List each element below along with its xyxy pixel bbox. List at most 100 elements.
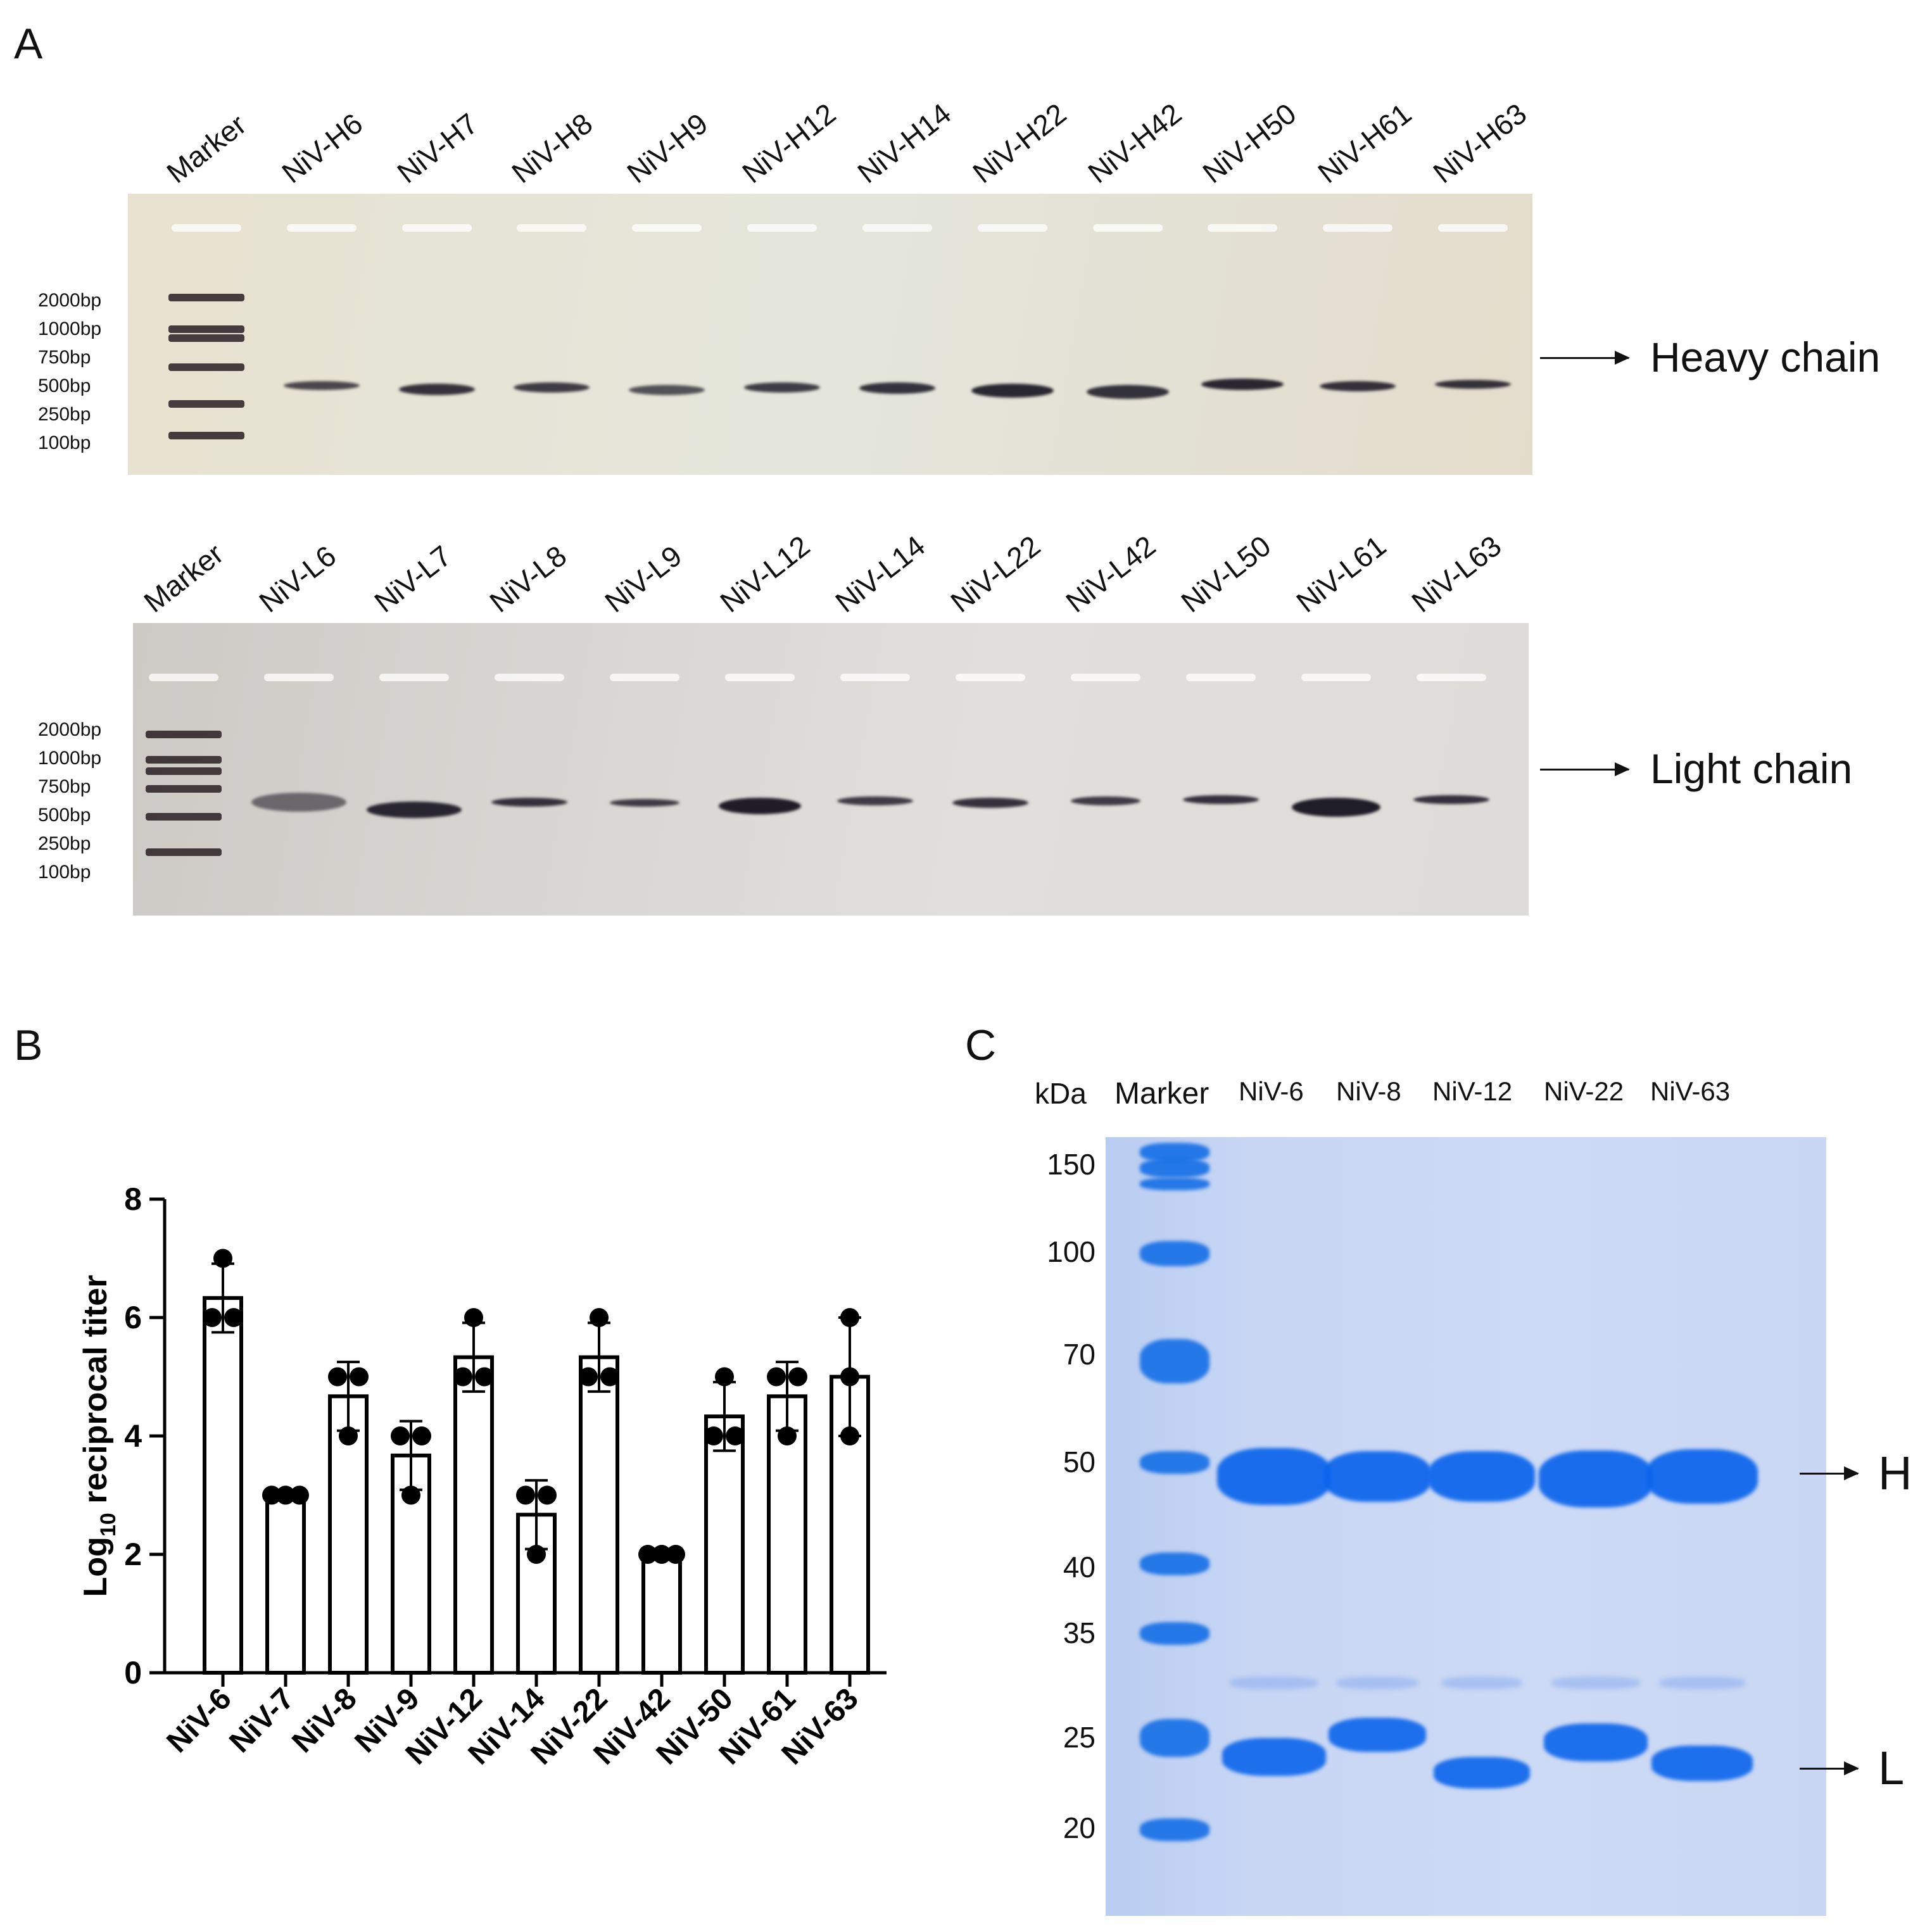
sds-light-band bbox=[1329, 1718, 1426, 1752]
data-point-NiV-61 bbox=[778, 1426, 797, 1445]
y-axis-label: Log10 reciprocal titer bbox=[77, 1275, 120, 1597]
heavy-band-arrow bbox=[1800, 1466, 1859, 1480]
light-sample-band bbox=[367, 802, 462, 818]
heavy-bp-label: 500bp bbox=[38, 375, 91, 396]
heavy-well bbox=[517, 224, 587, 232]
bar-NiV-22 bbox=[579, 1355, 619, 1675]
x-tick-label: NiV-8 bbox=[286, 1682, 363, 1759]
light-lane-label: NiV-L6 bbox=[253, 539, 343, 619]
kda-marker-label: 35 bbox=[1063, 1616, 1095, 1649]
light-lane-label: NiV-L50 bbox=[1175, 529, 1277, 619]
light-sample-band bbox=[719, 798, 801, 814]
sds-heavy-band bbox=[1539, 1451, 1653, 1507]
light-band-arrow bbox=[1800, 1761, 1859, 1775]
heavy-well bbox=[286, 224, 357, 232]
light-bp-label: 500bp bbox=[38, 805, 91, 826]
sds-marker-band bbox=[1140, 1552, 1209, 1575]
kda-marker-label: 100 bbox=[1047, 1235, 1095, 1268]
y-tick-label: 8 bbox=[124, 1181, 142, 1217]
kda-marker-label: 20 bbox=[1063, 1811, 1095, 1844]
heavy-well bbox=[1208, 224, 1278, 232]
sds-faint-band bbox=[1659, 1677, 1745, 1689]
light-sample-band bbox=[952, 798, 1028, 808]
data-point-NiV-63 bbox=[840, 1308, 859, 1327]
heavy-sample-band bbox=[1201, 379, 1284, 390]
light-well bbox=[495, 674, 564, 681]
sds-page-gel-image bbox=[1106, 1137, 1826, 1916]
light-sample-band bbox=[491, 798, 567, 807]
light-sample-band bbox=[1183, 795, 1259, 804]
light-sample-band bbox=[251, 793, 346, 812]
bar-NiV-12 bbox=[453, 1355, 494, 1675]
y-tick-label: 2 bbox=[124, 1537, 142, 1572]
sds-marker-band bbox=[1140, 1451, 1209, 1474]
sds-faint-band bbox=[1551, 1677, 1640, 1689]
light-lane-label: NiV-L14 bbox=[829, 529, 931, 619]
heavy-sample-band bbox=[629, 385, 705, 395]
bar-NiV-42 bbox=[641, 1552, 682, 1675]
sds-faint-band bbox=[1441, 1677, 1522, 1689]
heavy-lane-label: NiV-H22 bbox=[966, 96, 1073, 190]
heavy-well bbox=[632, 224, 702, 232]
light-well bbox=[725, 674, 795, 681]
heavy-sample-band bbox=[514, 382, 590, 393]
data-point-NiV-6 bbox=[224, 1308, 243, 1327]
heavy-ladder-band bbox=[168, 432, 244, 439]
data-point-NiV-12 bbox=[475, 1367, 494, 1387]
light-well bbox=[1417, 674, 1486, 681]
heavy-sample-band bbox=[1086, 385, 1169, 399]
sds-heavy-band bbox=[1323, 1451, 1431, 1502]
data-point-NiV-7 bbox=[290, 1485, 309, 1505]
heavy-well bbox=[401, 224, 472, 232]
light-bp-label: 250bp bbox=[38, 833, 91, 854]
heavy-ladder-band bbox=[168, 400, 244, 408]
light-bp-label: 1000bp bbox=[38, 748, 102, 769]
data-point-NiV-14 bbox=[516, 1485, 535, 1505]
light-ladder-band bbox=[146, 731, 222, 738]
data-point-NiV-14 bbox=[527, 1545, 546, 1564]
heavy-bp-label: 750bp bbox=[38, 347, 91, 368]
heavy-bp-label: 250bp bbox=[38, 404, 91, 425]
heavy-lane-label: NiV-H9 bbox=[621, 106, 714, 190]
light-well bbox=[264, 674, 334, 681]
y-tick-label: 6 bbox=[124, 1300, 142, 1335]
light-sample-band bbox=[837, 796, 913, 805]
sds-lane-label: NiV-22 bbox=[1544, 1076, 1624, 1106]
panel-a-letter: A bbox=[14, 20, 43, 68]
data-point-NiV-7 bbox=[276, 1485, 295, 1505]
heavy-bp-label: 1000bp bbox=[38, 318, 102, 339]
sds-lane-label: NiV-63 bbox=[1650, 1076, 1731, 1106]
data-point-NiV-22 bbox=[579, 1367, 598, 1387]
light-sample-band bbox=[1413, 795, 1489, 804]
panel-b-letter: B bbox=[14, 1021, 43, 1069]
light-lane-label: NiV-L22 bbox=[944, 529, 1047, 619]
heavy-well bbox=[1438, 224, 1508, 232]
bar-NiV-7 bbox=[265, 1493, 306, 1675]
light-lane-label: NiV-L7 bbox=[368, 539, 458, 619]
sds-marker-band bbox=[1140, 1241, 1209, 1266]
kda-marker-label: 40 bbox=[1063, 1551, 1095, 1583]
data-point-NiV-8 bbox=[339, 1426, 358, 1445]
heavy-bp-label: 100bp bbox=[38, 432, 91, 453]
data-point-NiV-12 bbox=[453, 1367, 472, 1387]
data-point-NiV-14 bbox=[538, 1485, 557, 1505]
data-point-NiV-9 bbox=[412, 1426, 431, 1445]
heavy-lane-label: NiV-H7 bbox=[390, 106, 484, 190]
heavy-lane-label: NiV-H61 bbox=[1311, 96, 1418, 190]
data-point-NiV-6 bbox=[203, 1308, 222, 1327]
sds-faint-band bbox=[1230, 1677, 1318, 1689]
sds-lane-label: NiV-6 bbox=[1239, 1076, 1304, 1106]
data-point-NiV-8 bbox=[328, 1367, 347, 1387]
sds-light-band bbox=[1544, 1723, 1648, 1761]
sds-light-band bbox=[1434, 1757, 1530, 1789]
heavy-lane-label: NiV-H63 bbox=[1427, 96, 1533, 190]
sds-marker-band bbox=[1140, 1818, 1209, 1841]
sds-lane-label: NiV-12 bbox=[1432, 1076, 1513, 1106]
light-band-label: L bbox=[1878, 1742, 1905, 1794]
heavy-lane-label: NiV-H6 bbox=[275, 106, 369, 190]
data-point-NiV-6 bbox=[213, 1249, 232, 1268]
y-tick-label: 0 bbox=[124, 1655, 142, 1690]
data-point-NiV-42 bbox=[638, 1545, 657, 1564]
heavy-sample-band bbox=[859, 382, 935, 394]
data-point-NiV-42 bbox=[666, 1545, 685, 1564]
